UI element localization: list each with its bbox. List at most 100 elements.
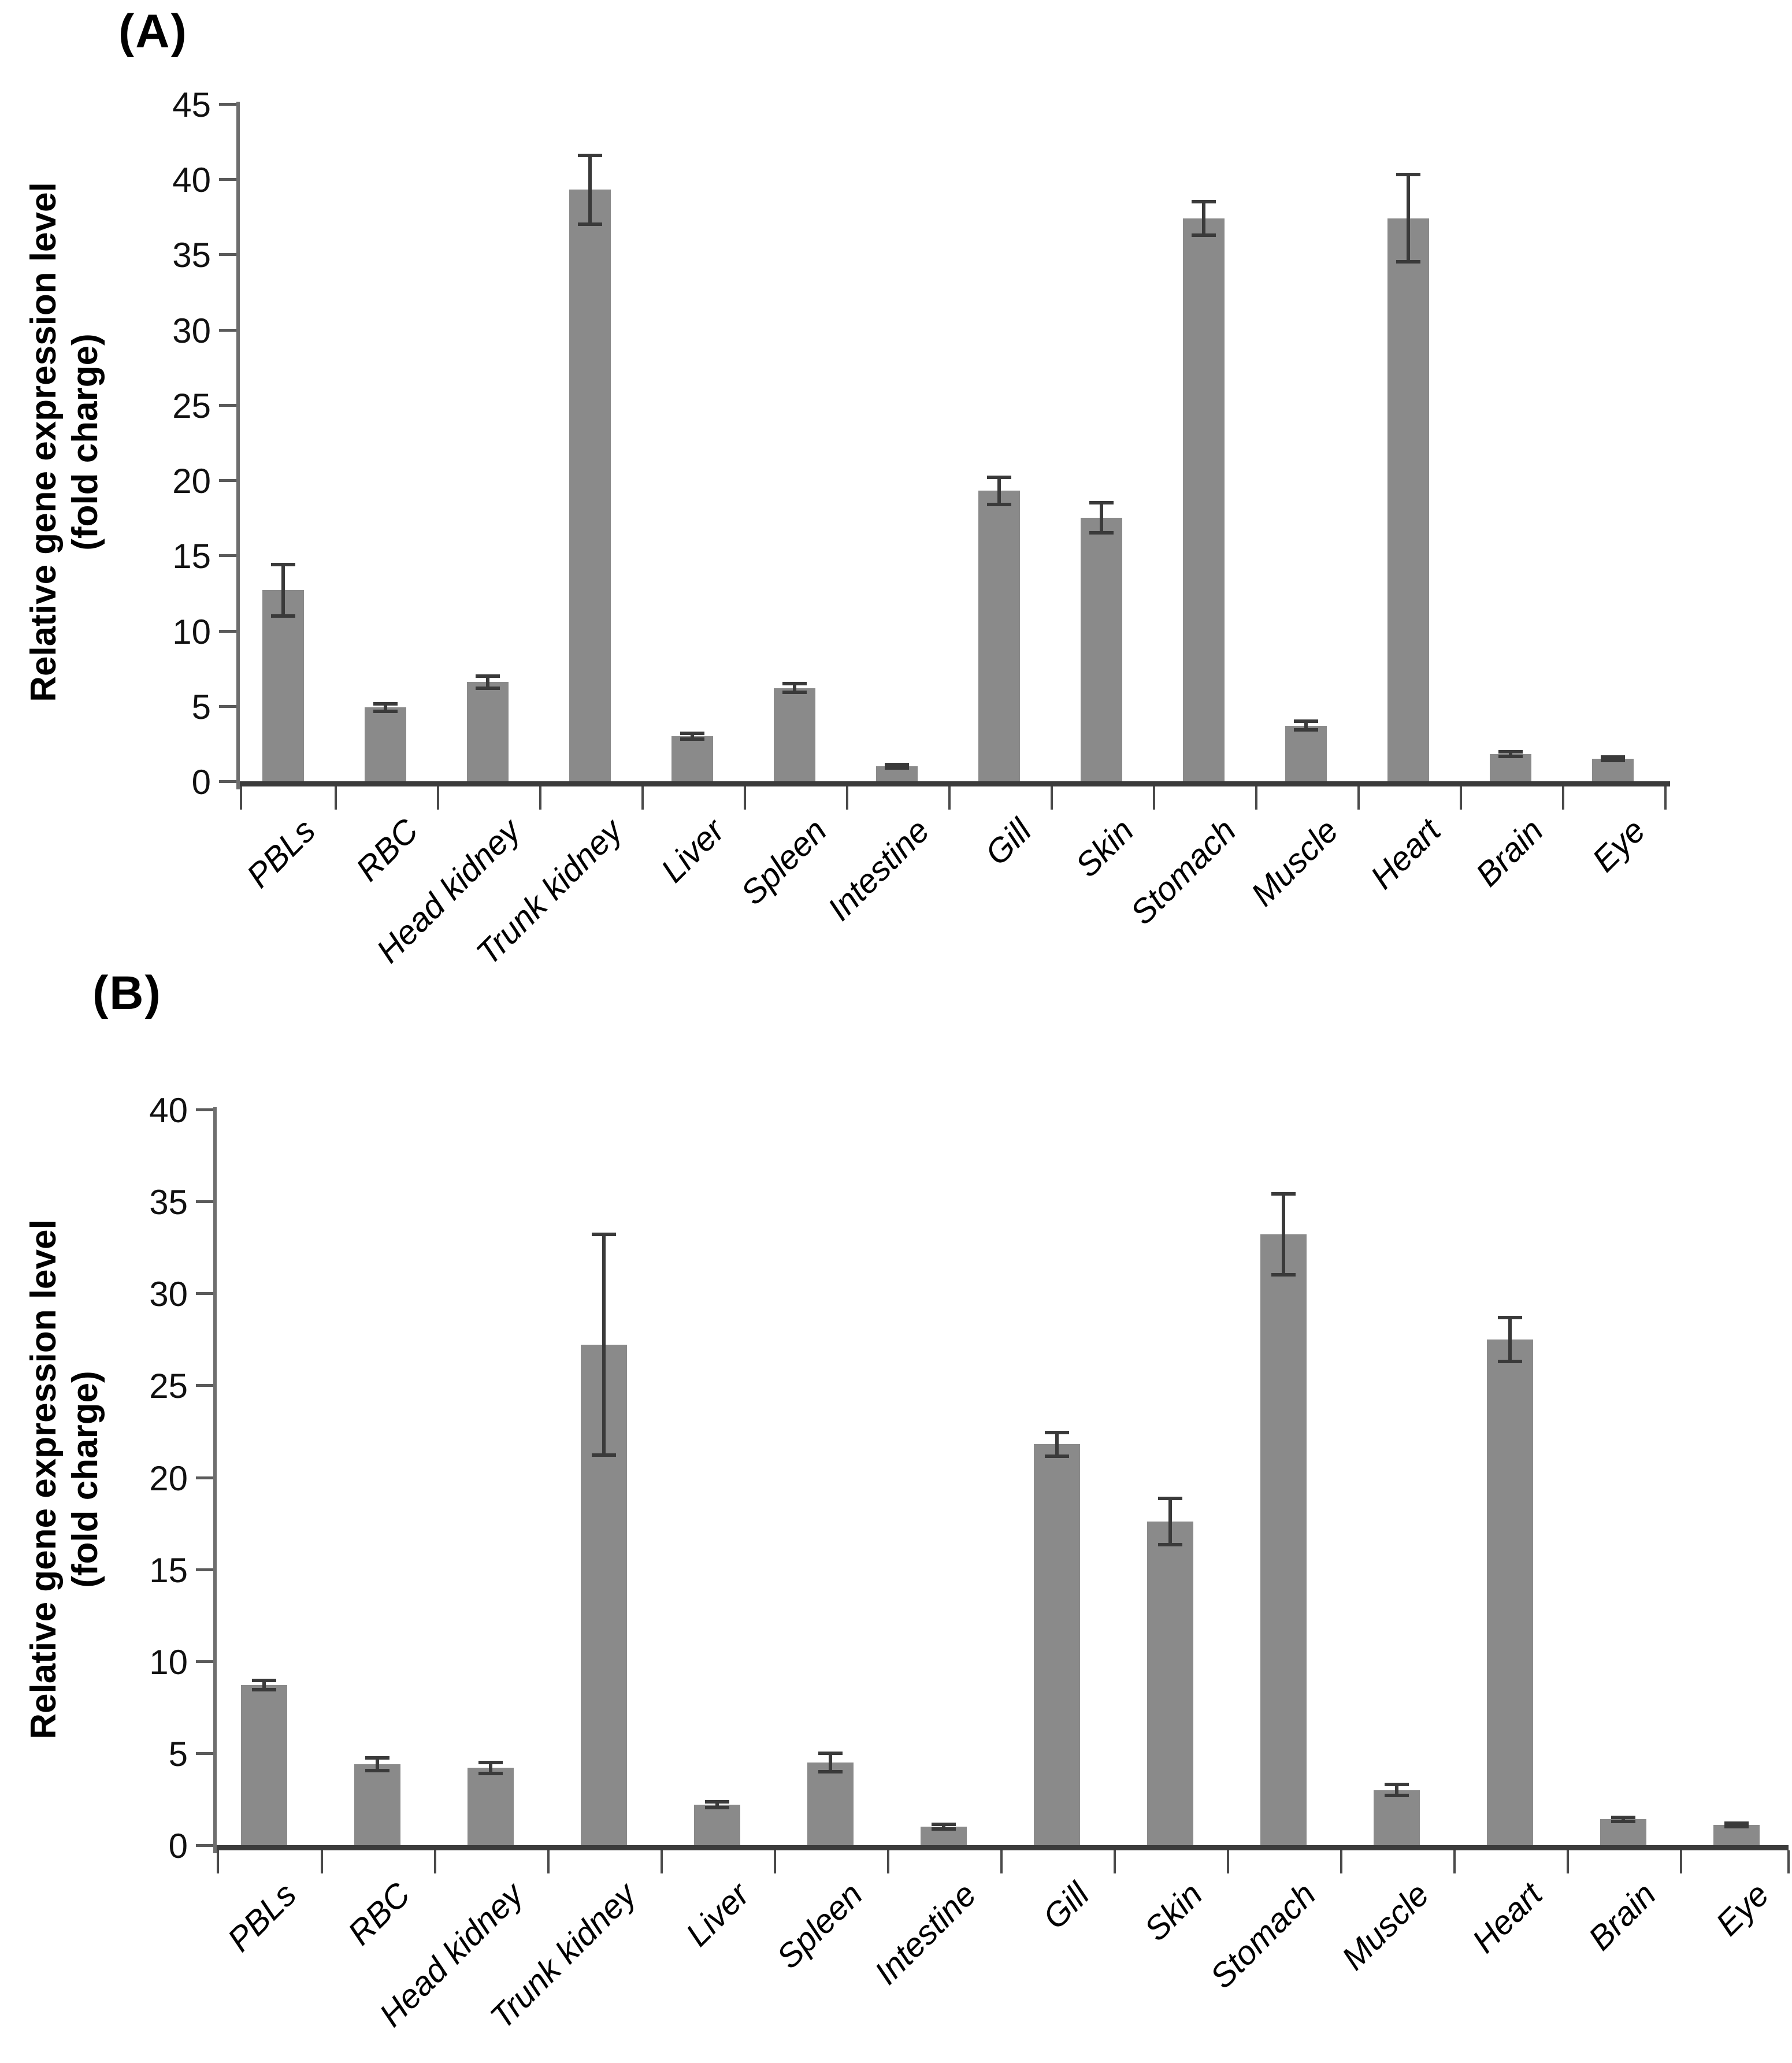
- error-bar-cap-top-pbls: [252, 1679, 276, 1683]
- y-axis-tick: [219, 328, 236, 332]
- error-bar-head-kidney: [486, 676, 489, 688]
- x-axis-tick: [321, 1850, 323, 1873]
- bar-rbc: [365, 707, 406, 781]
- x-label-rbc: RBC: [340, 1875, 417, 1953]
- y-tick-label: 30: [172, 311, 211, 350]
- panel-a-y-axis: [236, 102, 240, 789]
- y-axis-tick: [196, 1292, 213, 1296]
- x-label-pbls: PBLs: [220, 1875, 304, 1959]
- bar-pbls: [262, 590, 304, 781]
- x-label-spleen: Spleen: [769, 1875, 870, 1976]
- error-bar-cap-bottom-trunk-kidney: [592, 1453, 616, 1457]
- x-label-rbc: RBC: [348, 811, 425, 889]
- panel-a-label: (A): [118, 5, 188, 58]
- bar-heart: [1487, 1339, 1533, 1845]
- x-label-eye: Eye: [1585, 811, 1653, 880]
- y-tick-label: 15: [149, 1550, 188, 1590]
- bar-brain: [1490, 754, 1531, 781]
- error-bar-heart: [1508, 1317, 1512, 1361]
- bar-spleen: [807, 1762, 854, 1845]
- error-bar-cap-bottom-skin: [1089, 531, 1114, 535]
- error-bar-liver: [715, 1802, 719, 1808]
- error-bar-cap-top-heart: [1498, 1315, 1522, 1319]
- error-bar-cap-bottom-intestine: [885, 766, 909, 770]
- error-bar-muscle: [1395, 1784, 1398, 1796]
- x-axis-tick: [539, 786, 541, 810]
- bar-trunk-kidney: [569, 190, 611, 781]
- x-axis-tick: [547, 1850, 550, 1873]
- panel-b-x-axis: [217, 1845, 1789, 1850]
- error-bar-cap-bottom-gill: [1045, 1454, 1069, 1458]
- error-bar-cap-bottom-stomach: [1271, 1273, 1296, 1277]
- y-axis-tick: [196, 1200, 213, 1204]
- y-tick-label: 15: [172, 537, 211, 576]
- error-bar-cap-bottom-eye: [1601, 759, 1625, 763]
- error-bar-cap-bottom-intestine: [932, 1827, 956, 1831]
- y-tick-label: 25: [172, 386, 211, 425]
- bar-skin: [1081, 518, 1122, 781]
- error-bar-cap-top-liver: [705, 1800, 729, 1804]
- x-label-skin: Skin: [1137, 1875, 1210, 1949]
- x-label-brain: Brain: [1468, 811, 1550, 894]
- x-label-intestine: Intestine: [820, 811, 937, 928]
- panel-a-y-axis-title-line2: (fold charge): [65, 333, 105, 551]
- error-bar-cap-top-eye: [1601, 755, 1625, 759]
- x-axis-tick: [436, 786, 439, 810]
- error-bar-cap-top-skin: [1089, 501, 1114, 505]
- x-axis-tick: [1459, 786, 1462, 810]
- error-bar-cap-top-stomach: [1192, 200, 1216, 204]
- y-axis-tick: [219, 554, 236, 558]
- error-bar-muscle: [1304, 721, 1308, 730]
- bar-gill: [978, 491, 1020, 781]
- x-axis-tick: [1567, 1850, 1569, 1873]
- panel-b-y-axis-title: Relative gene expression level (fold cha…: [23, 1075, 110, 1884]
- bar-stomach: [1260, 1234, 1307, 1845]
- error-bar-cap-top-head-kidney: [476, 674, 500, 678]
- error-bar-cap-bottom-trunk-kidney: [578, 222, 602, 227]
- y-axis-tick: [219, 253, 236, 257]
- error-bar-cap-bottom-heart: [1498, 1360, 1522, 1363]
- x-axis-tick: [334, 786, 337, 810]
- error-bar-cap-top-spleen: [782, 681, 807, 685]
- bar-pbls: [241, 1685, 287, 1845]
- bar-gill: [1034, 1444, 1080, 1845]
- y-axis-tick: [196, 1844, 213, 1847]
- x-axis-tick: [240, 786, 242, 810]
- error-bar-cap-bottom-eye: [1724, 1824, 1749, 1828]
- x-axis-tick: [1357, 786, 1360, 810]
- error-bar-cap-top-skin: [1158, 1497, 1182, 1501]
- error-bar-cap-top-spleen: [818, 1751, 843, 1755]
- error-bar-brain: [1509, 752, 1512, 757]
- y-axis-tick: [219, 403, 236, 407]
- y-tick-label: 35: [172, 236, 211, 275]
- error-bar-heart: [1407, 175, 1410, 262]
- y-tick-label: 35: [149, 1183, 188, 1222]
- x-axis-tick: [1050, 786, 1053, 810]
- y-axis-tick: [196, 1568, 213, 1571]
- y-axis-tick: [219, 178, 236, 181]
- bar-liver: [694, 1804, 740, 1845]
- x-label-heart: Heart: [1363, 811, 1448, 896]
- error-bar-cap-bottom-stomach: [1192, 233, 1216, 237]
- error-bar-gill: [997, 477, 1001, 504]
- error-bar-stomach: [1282, 1194, 1285, 1275]
- x-axis-tick: [1114, 1850, 1116, 1873]
- error-bar-intestine: [942, 1824, 945, 1829]
- error-bar-pbls: [262, 1680, 266, 1690]
- y-tick-label: 5: [168, 1734, 188, 1773]
- bar-muscle: [1285, 725, 1327, 781]
- error-bar-cap-bottom-brain: [1498, 755, 1523, 759]
- error-bar-stomach: [1202, 202, 1205, 235]
- x-axis-tick: [1255, 786, 1257, 810]
- x-axis-tick: [1000, 1850, 1003, 1873]
- error-bar-cap-bottom-pbls: [252, 1688, 276, 1692]
- y-axis-tick: [196, 1660, 213, 1663]
- x-axis-tick: [434, 1850, 436, 1873]
- y-axis-tick: [196, 1752, 213, 1755]
- error-bar-cap-top-intestine: [885, 763, 909, 767]
- x-axis-tick: [641, 786, 644, 810]
- x-label-skin: Skin: [1068, 811, 1141, 885]
- x-label-muscle: Muscle: [1334, 1875, 1437, 1977]
- error-bar-cap-top-brain: [1498, 750, 1523, 754]
- y-tick-label: 45: [172, 86, 211, 124]
